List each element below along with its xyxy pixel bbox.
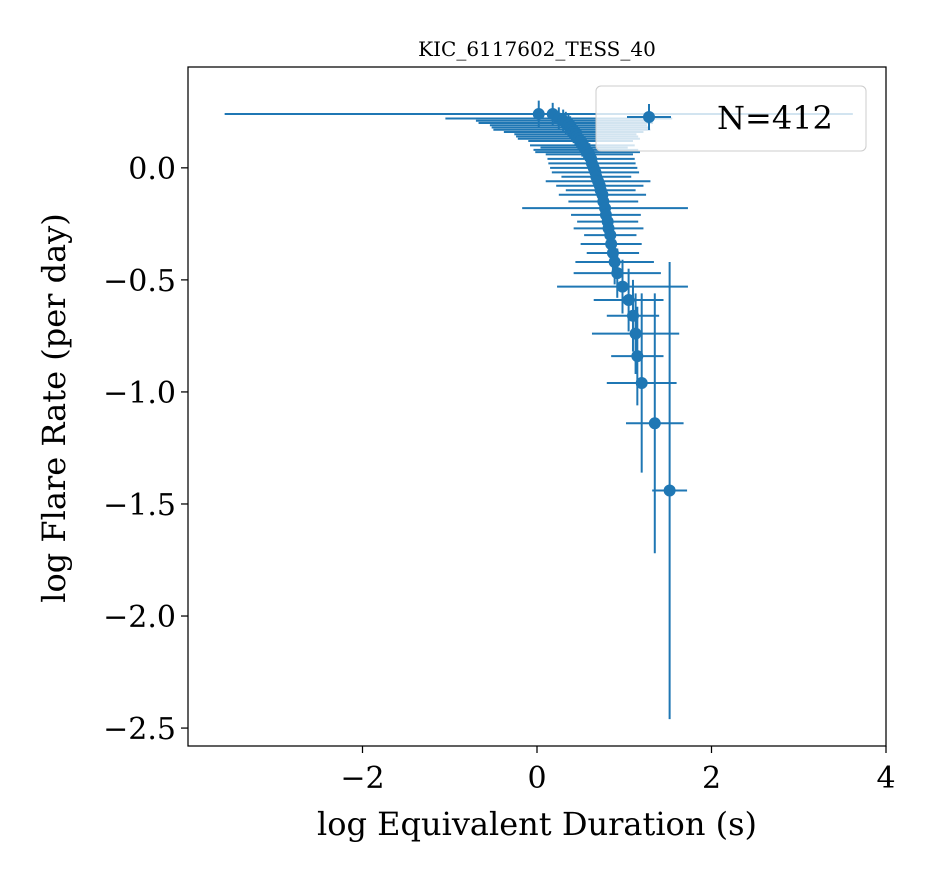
data-point bbox=[648, 417, 661, 430]
x-axis: −2 0 2 4 bbox=[340, 746, 896, 796]
data-point bbox=[626, 309, 639, 322]
y-tick-label: −2.5 bbox=[103, 712, 176, 747]
y-tick-label: −1.0 bbox=[103, 376, 176, 411]
legend: N=412 bbox=[595, 85, 867, 152]
x-tick-label: −2 bbox=[340, 761, 384, 796]
x-tick-label: 4 bbox=[876, 761, 895, 796]
y-tick-label: −0.5 bbox=[103, 264, 176, 299]
chart-title: KIC_6117602_TESS_40 bbox=[418, 37, 656, 61]
data-point bbox=[629, 327, 642, 340]
data-point bbox=[608, 255, 621, 268]
plot-content bbox=[224, 100, 853, 720]
y-tick-label: 0.0 bbox=[128, 152, 176, 187]
data-point bbox=[631, 350, 644, 363]
data-point bbox=[616, 280, 629, 293]
data-point bbox=[606, 246, 619, 259]
data-point bbox=[611, 267, 624, 280]
x-tick-label: 2 bbox=[702, 761, 721, 796]
y-tick-label: −1.5 bbox=[103, 488, 176, 523]
data-point bbox=[604, 229, 617, 242]
y-tick-label: −2.0 bbox=[103, 600, 176, 635]
legend-box bbox=[595, 85, 867, 152]
y-axis-label: log Flare Rate (per day) bbox=[35, 213, 73, 602]
data-point bbox=[622, 294, 635, 307]
data-point bbox=[635, 376, 648, 389]
legend-marker-dot bbox=[643, 111, 655, 123]
legend-entry-label: N=412 bbox=[717, 99, 833, 137]
x-axis-label: log Equivalent Duration (s) bbox=[317, 805, 757, 843]
y-axis: 0.0 −0.5 −1.0 −1.5 −2.0 −2.5 bbox=[103, 152, 188, 747]
x-tick-label: 0 bbox=[527, 761, 546, 796]
data-point bbox=[605, 238, 618, 251]
data-point bbox=[663, 484, 676, 497]
data-point bbox=[532, 108, 545, 121]
